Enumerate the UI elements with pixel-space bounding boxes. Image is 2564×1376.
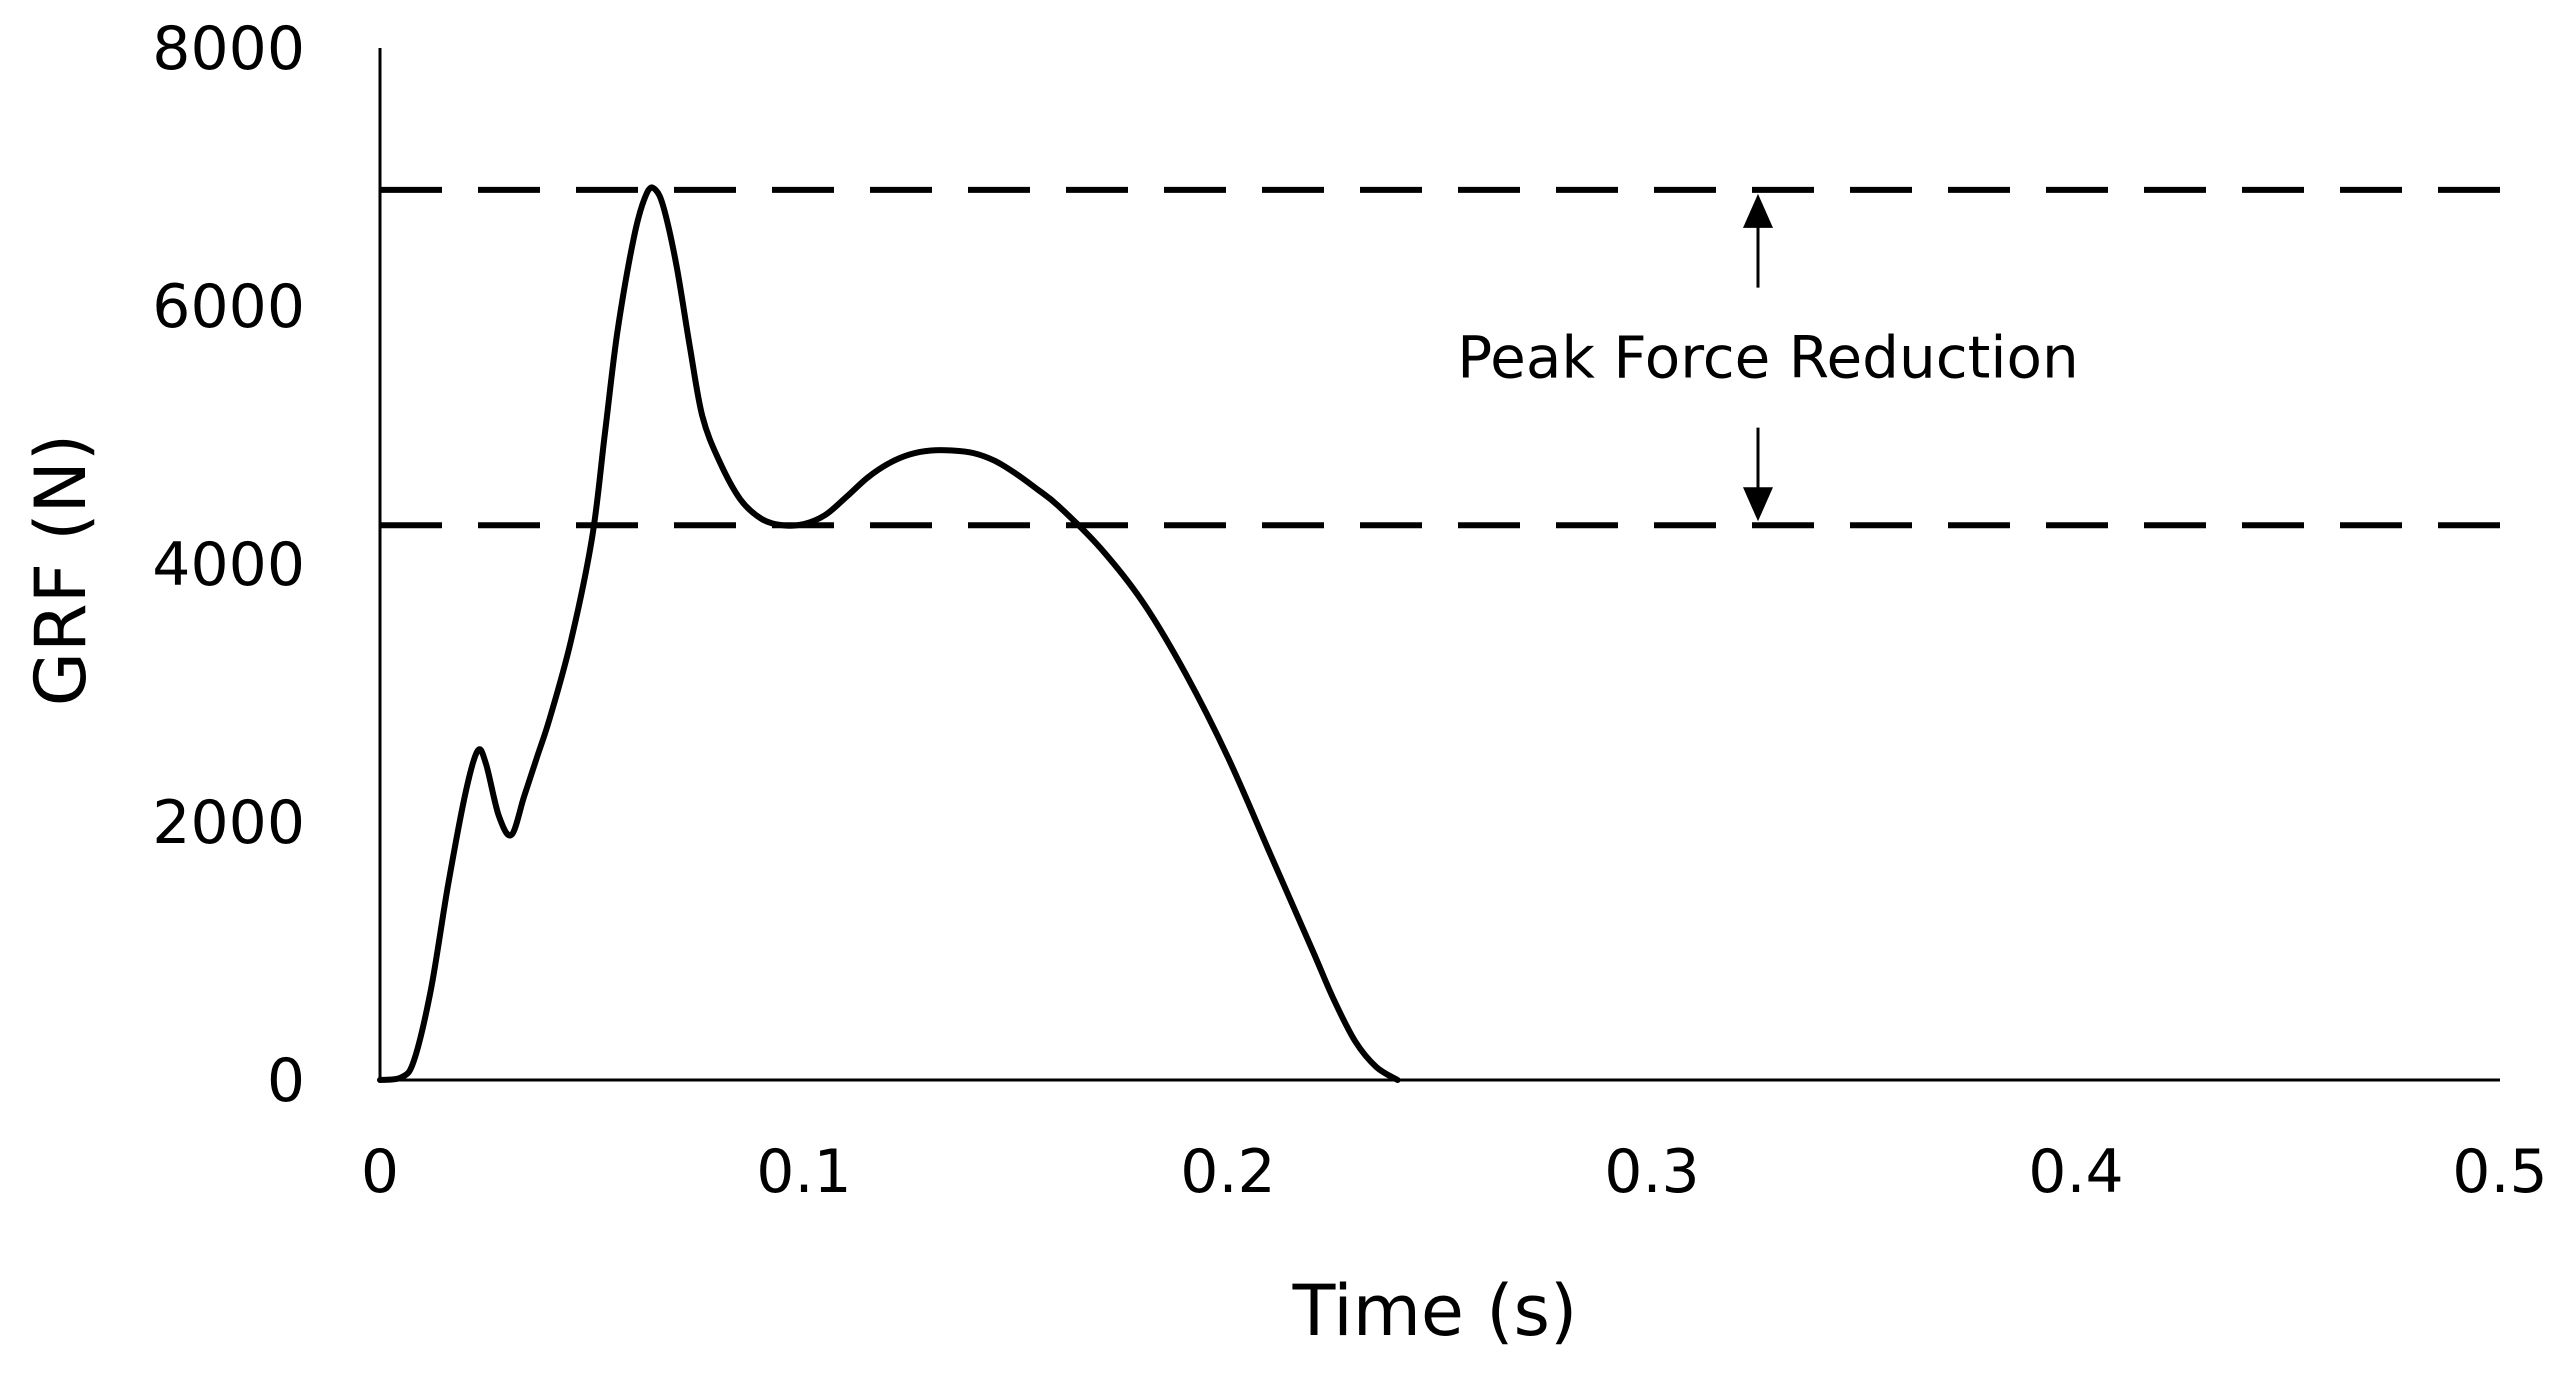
x-tick-label: 0.5 — [2452, 1137, 2547, 1207]
y-tick-label: 6000 — [152, 272, 305, 342]
x-tick-label: 0.1 — [756, 1137, 851, 1207]
arrow-down-head — [1743, 487, 1773, 522]
x-tick-label: 0.4 — [2028, 1137, 2123, 1207]
x-tick-label: 0.3 — [1604, 1137, 1699, 1207]
x-axis-title: Time (s) — [1292, 1270, 1578, 1352]
y-tick-label: 4000 — [152, 530, 305, 600]
peak-force-reduction-annotation: Peak Force Reduction — [1457, 193, 2079, 522]
y-tick-label: 8000 — [152, 14, 305, 84]
axes — [378, 48, 2500, 1082]
x-tick-label: 0 — [361, 1137, 399, 1207]
series-group — [377, 184, 1401, 1083]
y-axis-title: GRF (N) — [20, 434, 102, 706]
x-tick-label: 0.2 — [1180, 1137, 1275, 1207]
reference-lines — [380, 186, 2500, 529]
y-tick-label: 0 — [267, 1046, 305, 1116]
annotation-label: Peak Force Reduction — [1457, 324, 2078, 392]
y-tick-label: 2000 — [152, 788, 305, 858]
grf-series-line — [377, 184, 1401, 1083]
tick-labels: 0 0.1 0.2 0.3 0.4 0.5 0 2000 4000 6000 8000 — [152, 14, 2547, 1207]
arrow-up-head — [1743, 193, 1773, 228]
